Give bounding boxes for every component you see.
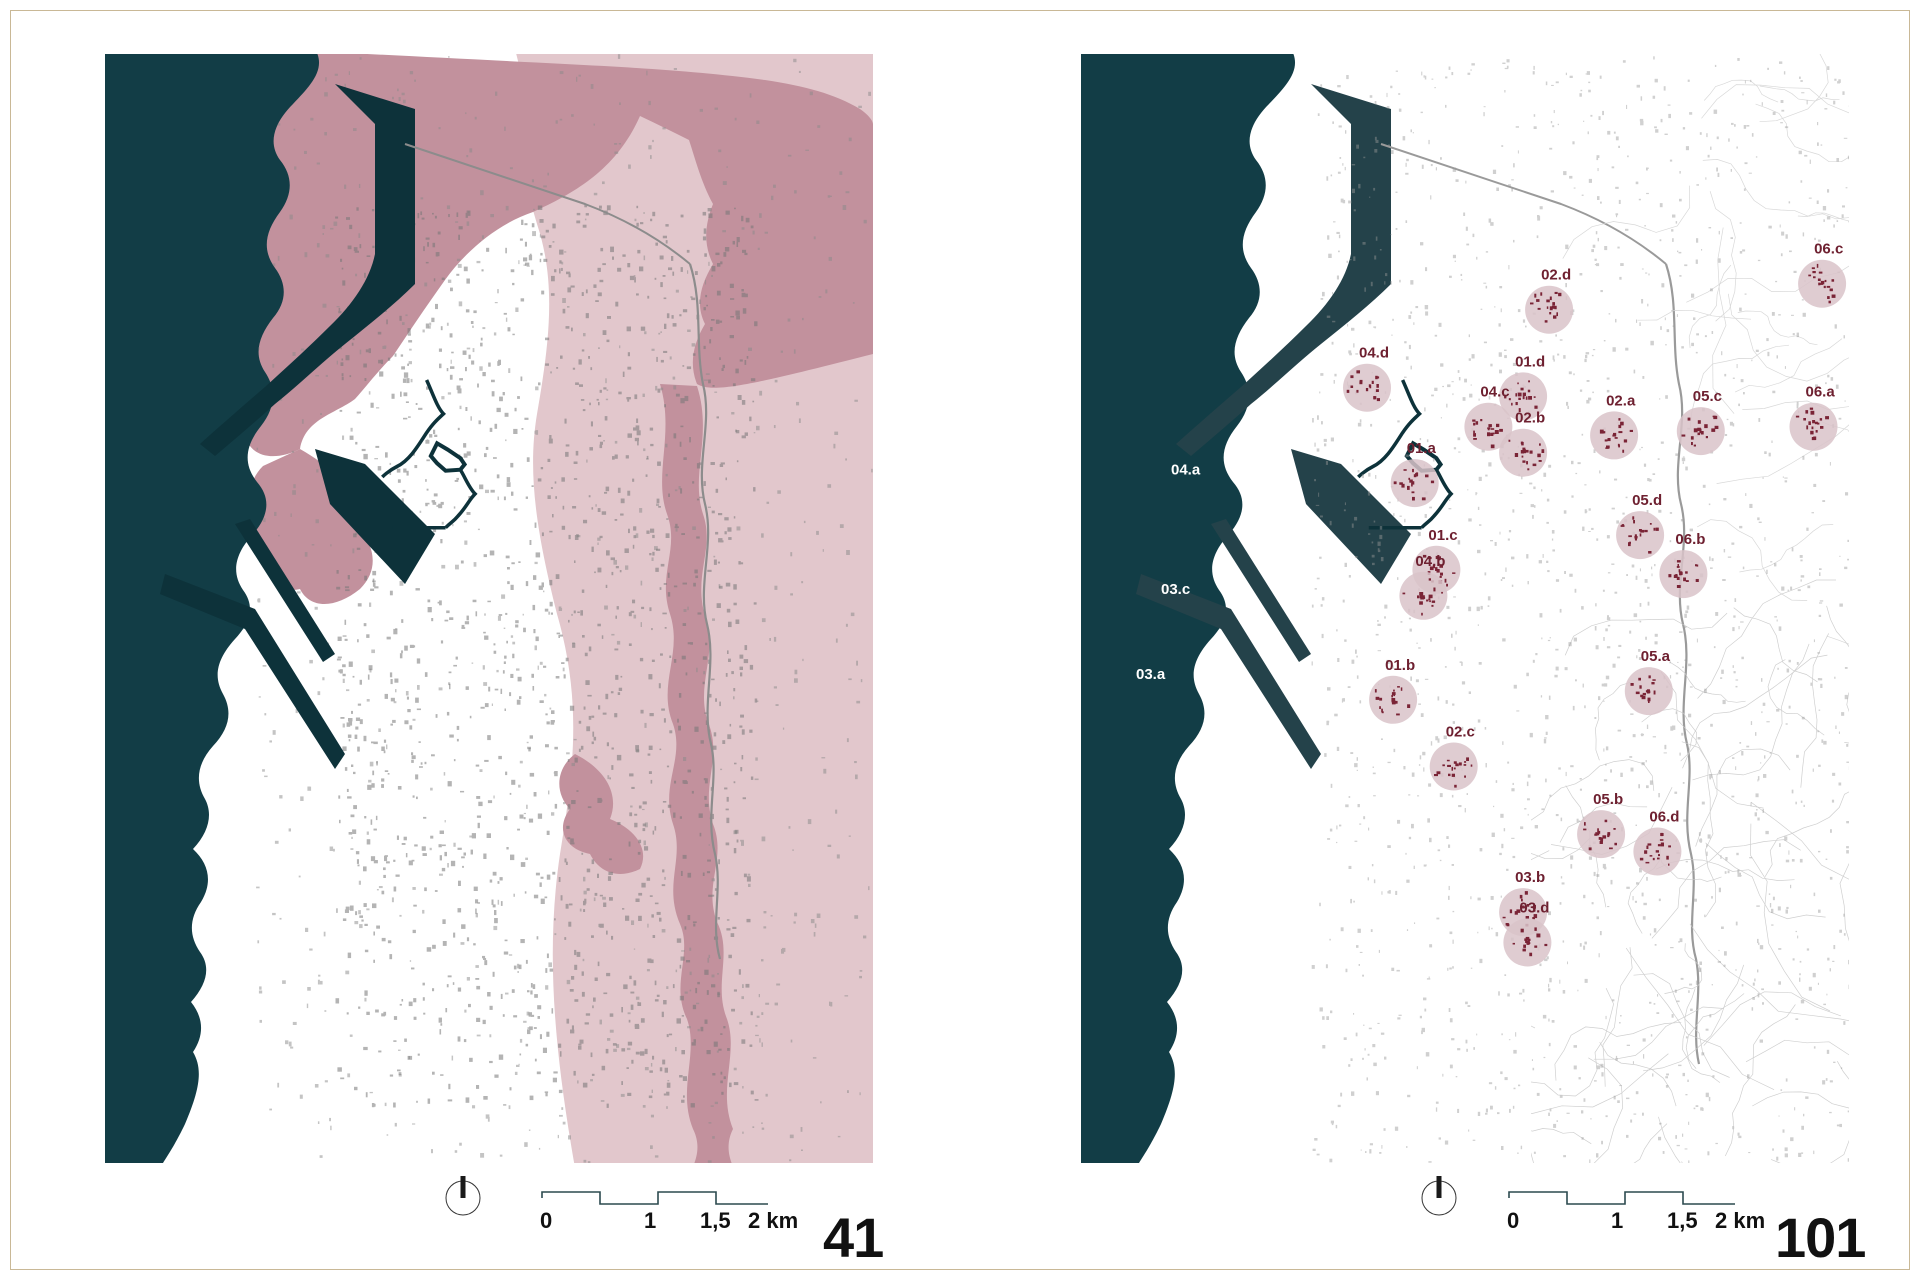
svg-text:04.d: 04.d <box>1359 345 1389 362</box>
svg-text:02.a: 02.a <box>1606 392 1636 409</box>
svg-text:03.a: 03.a <box>1136 666 1166 683</box>
svg-text:1: 1 <box>1611 1208 1623 1233</box>
svg-text:03.d: 03.d <box>1519 900 1549 917</box>
svg-text:01.c: 01.c <box>1428 527 1457 544</box>
svg-text:01.d: 01.d <box>1515 353 1545 370</box>
svg-text:01.b: 01.b <box>1385 657 1415 674</box>
svg-text:05.d: 05.d <box>1632 492 1662 509</box>
svg-text:05.a: 05.a <box>1641 648 1671 665</box>
svg-text:06.b: 06.b <box>1675 531 1705 548</box>
svg-text:06.d: 06.d <box>1649 809 1679 826</box>
svg-text:1: 1 <box>644 1208 656 1233</box>
svg-text:1,5: 1,5 <box>700 1208 731 1233</box>
svg-text:2 km: 2 km <box>748 1208 798 1233</box>
svg-text:01.a: 01.a <box>1407 440 1437 457</box>
svg-text:02.b: 02.b <box>1515 410 1545 427</box>
svg-text:05.b: 05.b <box>1593 791 1623 808</box>
svg-text:0: 0 <box>1507 1208 1519 1233</box>
svg-text:03.b: 03.b <box>1515 869 1545 886</box>
svg-text:2 km: 2 km <box>1715 1208 1765 1233</box>
svg-text:1,5: 1,5 <box>1667 1208 1698 1233</box>
svg-text:06.c: 06.c <box>1814 241 1843 258</box>
svg-text:04.a: 04.a <box>1171 462 1201 479</box>
svg-text:04.b: 04.b <box>1415 553 1445 570</box>
svg-text:0: 0 <box>540 1208 552 1233</box>
svg-text:02.d: 02.d <box>1541 267 1571 284</box>
svg-text:02.c: 02.c <box>1446 724 1475 741</box>
svg-text:04.c: 04.c <box>1480 384 1509 401</box>
svg-text:06.a: 06.a <box>1806 384 1836 401</box>
svg-text:05.c: 05.c <box>1693 388 1722 405</box>
svg-text:03.c: 03.c <box>1161 581 1190 598</box>
